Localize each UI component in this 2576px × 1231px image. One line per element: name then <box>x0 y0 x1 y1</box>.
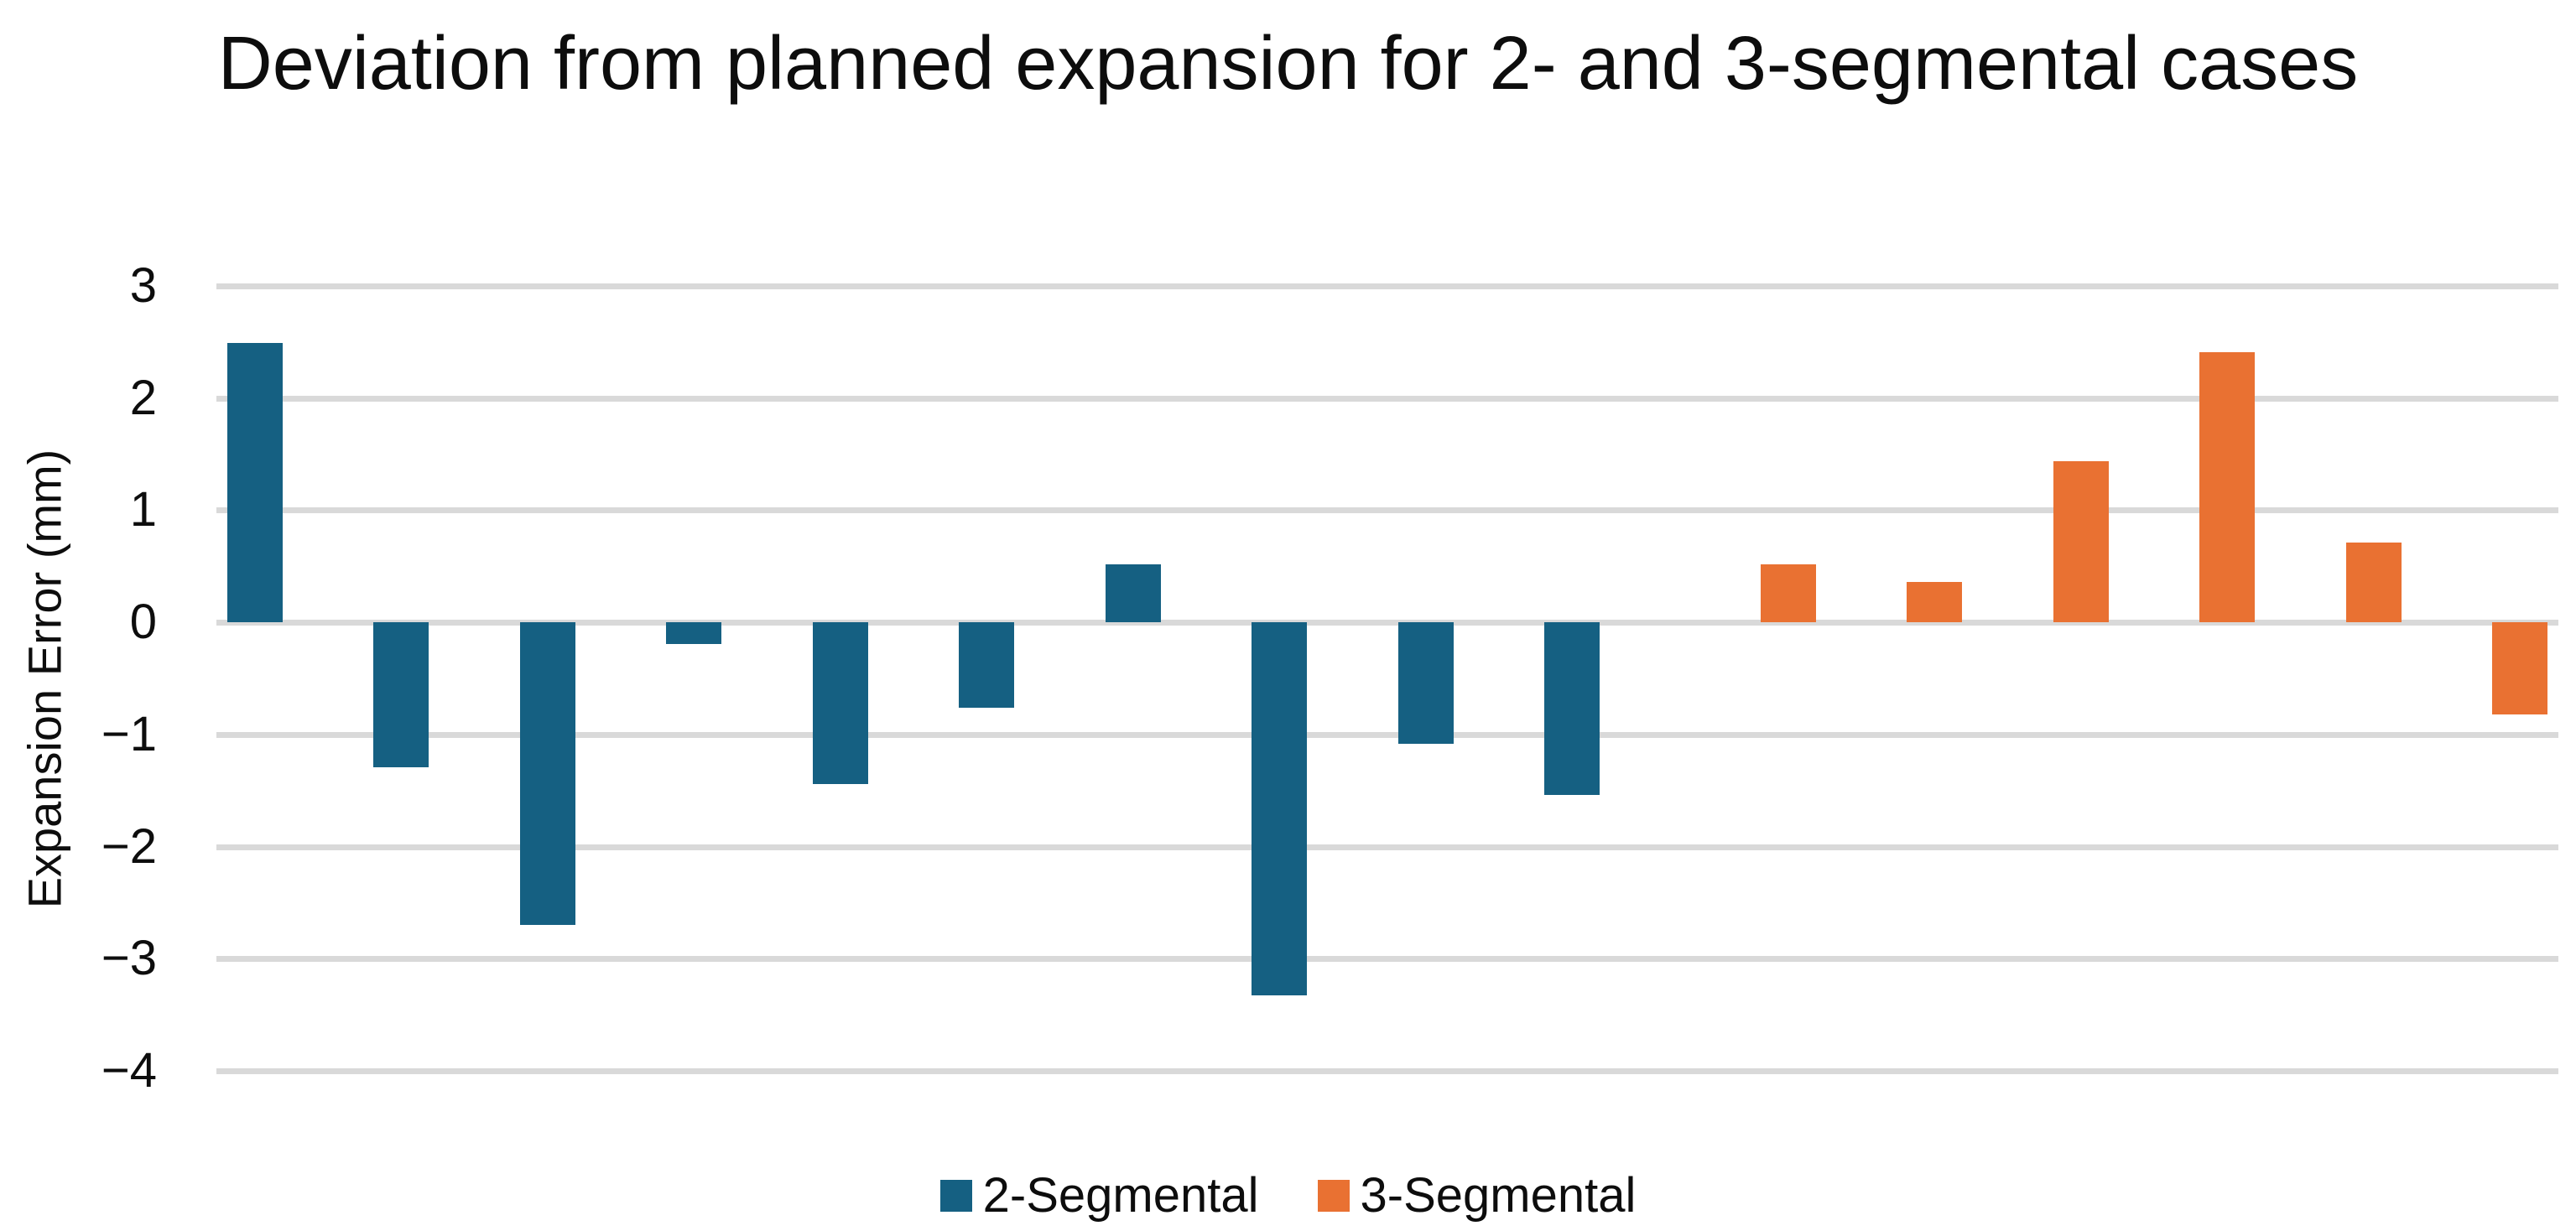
gridline <box>216 844 2558 850</box>
bar-2-segmental-2 <box>373 622 429 767</box>
bar-2-segmental-10 <box>1544 622 1600 796</box>
legend-label: 3-Segmental <box>1360 1168 1637 1223</box>
bar-3-segmental-2 <box>1907 582 1963 623</box>
y-tick-label: −3 <box>101 931 157 986</box>
y-tick-label: −4 <box>101 1043 157 1098</box>
legend-label: 2-Segmental <box>982 1168 1259 1223</box>
bar-3-segmental-6 <box>2492 622 2548 714</box>
bar-3-segmental-1 <box>1760 564 1816 623</box>
bar-2-segmental-1 <box>226 343 283 623</box>
legend-swatch-icon <box>1317 1179 1350 1212</box>
y-tick-label: 0 <box>129 595 157 650</box>
gridline <box>216 507 2558 514</box>
y-tick-label: 1 <box>129 482 157 538</box>
gridline <box>216 731 2558 738</box>
gridline <box>216 956 2558 963</box>
bar-2-segmental-6 <box>959 622 1015 708</box>
legend: 2-Segmental 3-Segmental <box>0 1167 2576 1223</box>
legend-item: 2-Segmental <box>939 1167 1259 1223</box>
y-tick-label: 3 <box>129 258 157 313</box>
y-tick-label: 2 <box>129 370 157 425</box>
y-tick-label: −2 <box>101 818 157 874</box>
bar-3-segmental-3 <box>2053 460 2109 623</box>
gridline <box>216 395 2558 402</box>
gridline <box>216 283 2558 289</box>
bar-3-segmental-5 <box>2345 543 2402 623</box>
gridline <box>216 1068 2558 1074</box>
bar-2-segmental-5 <box>812 622 868 784</box>
chart-title: Deviation from planned expansion for 2- … <box>217 22 2359 106</box>
y-tick-label: −1 <box>101 706 157 761</box>
bar-2-segmental-3 <box>519 622 575 926</box>
bar-2-segmental-7 <box>1105 564 1161 623</box>
legend-swatch-icon <box>939 1179 972 1212</box>
bar-2-segmental-8 <box>1252 622 1308 996</box>
bar-2-segmental-4 <box>666 622 722 644</box>
gridline <box>216 620 2558 626</box>
bar-2-segmental-9 <box>1397 622 1454 744</box>
legend-item: 3-Segmental <box>1317 1167 1637 1223</box>
bar-3-segmental-4 <box>2199 351 2256 623</box>
